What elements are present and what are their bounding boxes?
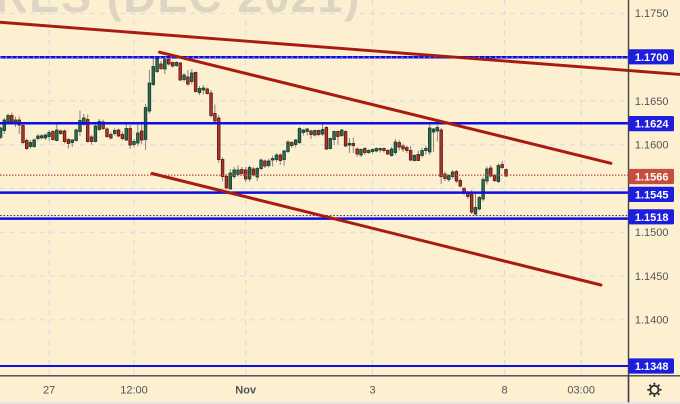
svg-text:1.1700: 1.1700 <box>635 52 669 64</box>
svg-text:1.1566: 1.1566 <box>635 172 669 184</box>
svg-text:12:00: 12:00 <box>120 385 148 397</box>
svg-text:03:00: 03:00 <box>567 385 595 397</box>
svg-text:1.1500: 1.1500 <box>635 227 669 239</box>
svg-text:8: 8 <box>502 385 508 397</box>
svg-text:3: 3 <box>369 385 375 397</box>
svg-text:1.1348: 1.1348 <box>635 361 669 373</box>
svg-text:RES (DEC 2021): RES (DEC 2021) <box>0 0 361 22</box>
svg-text:1.1518: 1.1518 <box>635 212 669 224</box>
svg-text:1.1650: 1.1650 <box>635 96 669 108</box>
svg-text:1.1600: 1.1600 <box>635 140 669 152</box>
svg-text:1.1545: 1.1545 <box>635 189 669 201</box>
svg-text:1.1450: 1.1450 <box>635 271 669 283</box>
svg-text:Nov: Nov <box>235 385 257 397</box>
svg-text:1.1750: 1.1750 <box>635 8 669 20</box>
svg-text:1.1624: 1.1624 <box>635 119 670 131</box>
svg-text:27: 27 <box>43 385 55 397</box>
svg-text:1.1400: 1.1400 <box>635 315 669 327</box>
